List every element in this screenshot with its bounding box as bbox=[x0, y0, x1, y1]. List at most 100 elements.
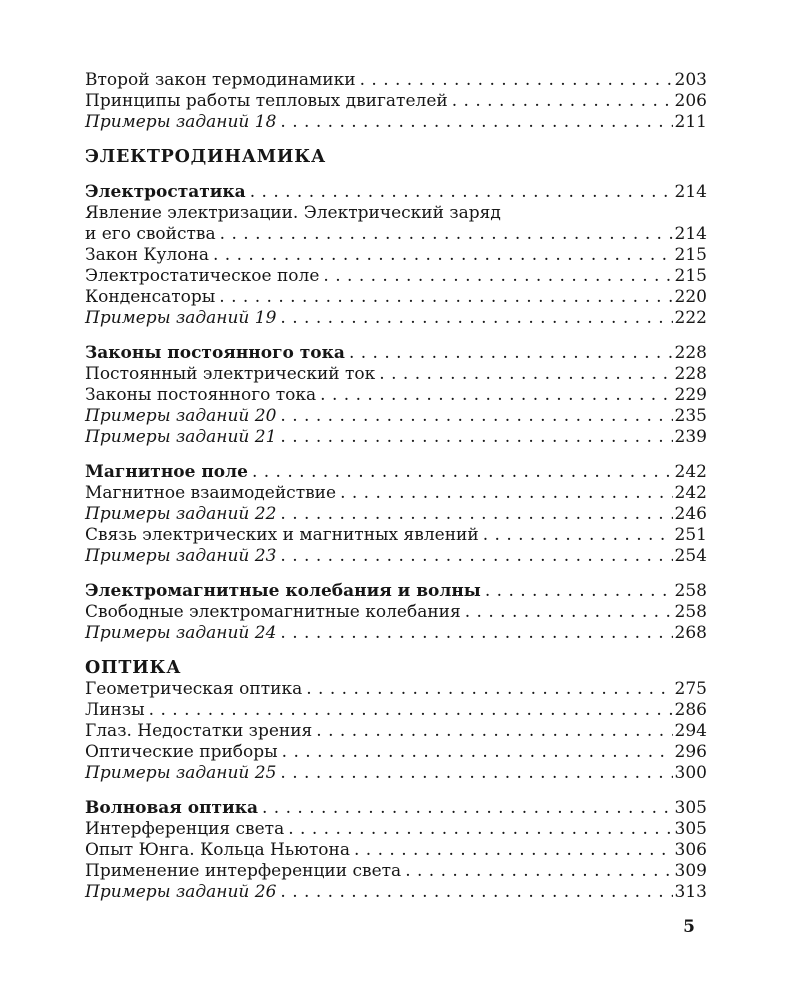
toc-entry-label: Геометрическая оптика bbox=[85, 679, 303, 699]
toc-entry-label: Электростатика bbox=[85, 182, 246, 202]
toc-groups: Второй закон термодинамики . . . . . . . … bbox=[85, 70, 707, 903]
toc-entry-label: Примеры заданий 22 bbox=[85, 504, 277, 524]
toc-group: Электростатика . . . . . . . . . . . . . … bbox=[85, 182, 707, 329]
toc-entry-page: 211 bbox=[674, 112, 707, 132]
dot-leader: . . . . . . . . . . . . . . . . . . . . … bbox=[482, 525, 673, 545]
toc-entry-page: 235 bbox=[674, 406, 707, 426]
toc-entry-label: и его свойства bbox=[85, 224, 216, 244]
toc-entry: Линзы. . . . . . . . . . . . . . . . . .… bbox=[85, 700, 707, 721]
part-header: ОПТИКА bbox=[85, 658, 182, 678]
toc-entry-label: Свободные электромагнитные колебания bbox=[85, 602, 461, 622]
toc-entry-page: 258 bbox=[674, 581, 707, 601]
toc-entry-label: Связь электрических и магнитных явлений bbox=[85, 525, 479, 545]
dot-leader: . . . . . . . . . . . . . . . . . . . . … bbox=[280, 546, 672, 566]
toc-entry-label: Применение интерференции света bbox=[85, 861, 402, 881]
toc-entry-label: Конденсаторы bbox=[85, 287, 216, 307]
toc-entry: Примеры заданий 23. . . . . . . . . . . … bbox=[85, 546, 707, 567]
toc-entry: Магнитное поле. . . . . . . . . . . . . … bbox=[85, 462, 707, 483]
dot-leader: . . . . . . . . . . . . . . . . . . . . … bbox=[280, 504, 672, 524]
toc-entry: Опыт Юнга. Кольца Ньютона. . . . . . . .… bbox=[85, 840, 707, 861]
dot-leader: . . . . . . . . . . . . . . . . . . . . … bbox=[281, 742, 673, 762]
toc-entry: Примеры заданий 20. . . . . . . . . . . … bbox=[85, 406, 707, 427]
toc-entry-label: Магнитное поле bbox=[85, 462, 248, 482]
toc-entry: Закон Кулона. . . . . . . . . . . . . . … bbox=[85, 245, 707, 266]
dot-leader: . . . . . . . . . . . . . . . . . . . . … bbox=[316, 721, 672, 741]
dot-leader: . . . . . . . . . . . . . . . . . . . . … bbox=[359, 70, 673, 90]
toc-entry-page: 294 bbox=[674, 721, 707, 741]
toc-entry-page: 228 bbox=[674, 343, 707, 363]
toc-entry-label: Явление электризации. Электрический заря… bbox=[85, 203, 501, 223]
toc-entry: Связь электрических и магнитных явлений.… bbox=[85, 525, 707, 546]
dot-leader: . . . . . . . . . . . . . . . . . . . . … bbox=[288, 819, 672, 839]
dot-leader: . . . . . . . . . . . . . . . . . . . . … bbox=[379, 364, 672, 384]
toc-entry: Магнитное взаимодействие. . . . . . . . … bbox=[85, 483, 707, 504]
dot-leader: . . . . . . . . . . . . . . . . . . . . … bbox=[405, 861, 672, 881]
toc-entry-page: 309 bbox=[674, 861, 707, 881]
toc-entry-page: 305 bbox=[674, 819, 707, 839]
toc-entry: Примеры заданий 18. . . . . . . . . . . … bbox=[85, 112, 707, 133]
dot-leader: . . . . . . . . . . . . . . . . . . . . … bbox=[348, 343, 673, 363]
toc-entry: Принципы работы тепловых двигателей. . .… bbox=[85, 91, 707, 112]
dot-leader: . . . . . . . . . . . . . . . . . . . . … bbox=[148, 700, 673, 720]
part-header: ЭЛЕКТРОДИНАМИКА bbox=[85, 147, 327, 167]
toc-entry-label: Магнитное взаимодействие bbox=[85, 483, 337, 503]
dot-leader: . . . . . . . . . . . . . . . . . . . . … bbox=[280, 427, 672, 447]
toc-entry: Постоянный электрический ток. . . . . . … bbox=[85, 364, 707, 385]
dot-leader: . . . . . . . . . . . . . . . . . . . . … bbox=[280, 406, 672, 426]
toc-entry-page: 239 bbox=[674, 427, 707, 447]
toc-entry-page: 222 bbox=[674, 308, 707, 328]
toc-entry-page: 206 bbox=[674, 91, 707, 111]
toc-group: Электромагнитные колебания и волны. . . … bbox=[85, 581, 707, 644]
toc-entry: Применение интерференции света. . . . . … bbox=[85, 861, 707, 882]
toc-entry-page: 246 bbox=[674, 504, 707, 524]
toc-entry: Примеры заданий 19. . . . . . . . . . . … bbox=[85, 308, 707, 329]
dot-leader: . . . . . . . . . . . . . . . . . . . . … bbox=[340, 483, 672, 503]
toc-entry-page: 296 bbox=[674, 742, 707, 762]
toc-entry: Примеры заданий 25. . . . . . . . . . . … bbox=[85, 763, 707, 784]
toc-entry: и его свойства. . . . . . . . . . . . . … bbox=[85, 224, 707, 245]
toc-group: Второй закон термодинамики. . . . . . . … bbox=[85, 70, 707, 133]
page-number: 5 bbox=[683, 917, 695, 937]
toc-entry-label: Примеры заданий 23 bbox=[85, 546, 277, 566]
toc-entry-page: 242 bbox=[674, 462, 707, 482]
dot-leader: . . . . . . . . . . . . . . . . . . . . … bbox=[219, 224, 673, 244]
toc-entry: Конденсаторы. . . . . . . . . . . . . . … bbox=[85, 287, 707, 308]
toc-entry-page: 268 bbox=[674, 623, 707, 643]
toc-entry-label: Второй закон термодинамики bbox=[85, 70, 356, 90]
dot-leader: . . . . . . . . . . . . . . . . . . . . … bbox=[251, 462, 673, 482]
toc-entry: Геометрическая оптика. . . . . . . . . .… bbox=[85, 679, 707, 700]
toc-entry: Примеры заданий 22. . . . . . . . . . . … bbox=[85, 504, 707, 525]
toc-entry-label: Оптические приборы bbox=[85, 742, 278, 762]
toc-group: Волновая оптика. . . . . . . . . . . . .… bbox=[85, 798, 707, 903]
toc-entry-label: Примеры заданий 20 bbox=[85, 406, 277, 426]
toc-entry-page: 313 bbox=[674, 882, 707, 902]
toc-entry-page: 242 bbox=[674, 483, 707, 503]
toc-entry-page: 214 bbox=[674, 182, 707, 202]
toc-entry-page: 214 bbox=[674, 224, 707, 244]
dot-leader: . . . . . . . . . . . . . . . . . . . . … bbox=[280, 763, 672, 783]
toc-entry: Электростатическое поле. . . . . . . . .… bbox=[85, 266, 707, 287]
toc-entry-label: Принципы работы тепловых двигателей bbox=[85, 91, 448, 111]
toc-group: Законы постоянного тока. . . . . . . . .… bbox=[85, 343, 707, 448]
toc-entry-page: 251 bbox=[674, 525, 707, 545]
dot-leader: . . . . . . . . . . . . . . . . . . . . … bbox=[280, 623, 672, 643]
dot-leader: . . . . . . . . . . . . . . . . . . . . … bbox=[353, 840, 673, 860]
toc-entry: Второй закон термодинамики. . . . . . . … bbox=[85, 70, 707, 91]
dot-leader: . . . . . . . . . . . . . . . . . . . . … bbox=[323, 266, 672, 286]
toc-entry-page: 203 bbox=[674, 70, 707, 90]
toc-entry: Примеры заданий 21. . . . . . . . . . . … bbox=[85, 427, 707, 448]
toc-entry: Оптические приборы. . . . . . . . . . . … bbox=[85, 742, 707, 763]
toc-entry-label: Примеры заданий 24 bbox=[85, 623, 277, 643]
dot-leader: . . . . . . . . . . . . . . . . . . . . … bbox=[306, 679, 672, 699]
dot-leader: . . . . . . . . . . . . . . . . . . . . … bbox=[320, 385, 672, 405]
toc-entry-label: Примеры заданий 18 bbox=[85, 112, 277, 132]
dot-leader: . . . . . . . . . . . . . . . . . . . . … bbox=[280, 112, 672, 132]
toc-entry-page: 215 bbox=[674, 266, 707, 286]
toc-entry-page: 275 bbox=[674, 679, 707, 699]
toc-entry-label: Законы постоянного тока bbox=[85, 343, 345, 363]
dot-leader: . . . . . . . . . . . . . . . . . . . . … bbox=[219, 287, 672, 307]
toc-entry: Примеры заданий 24. . . . . . . . . . . … bbox=[85, 623, 707, 644]
toc-entry-label: Линзы bbox=[85, 700, 145, 720]
toc-entry: Электростатика. . . . . . . . . . . . . … bbox=[85, 182, 707, 203]
